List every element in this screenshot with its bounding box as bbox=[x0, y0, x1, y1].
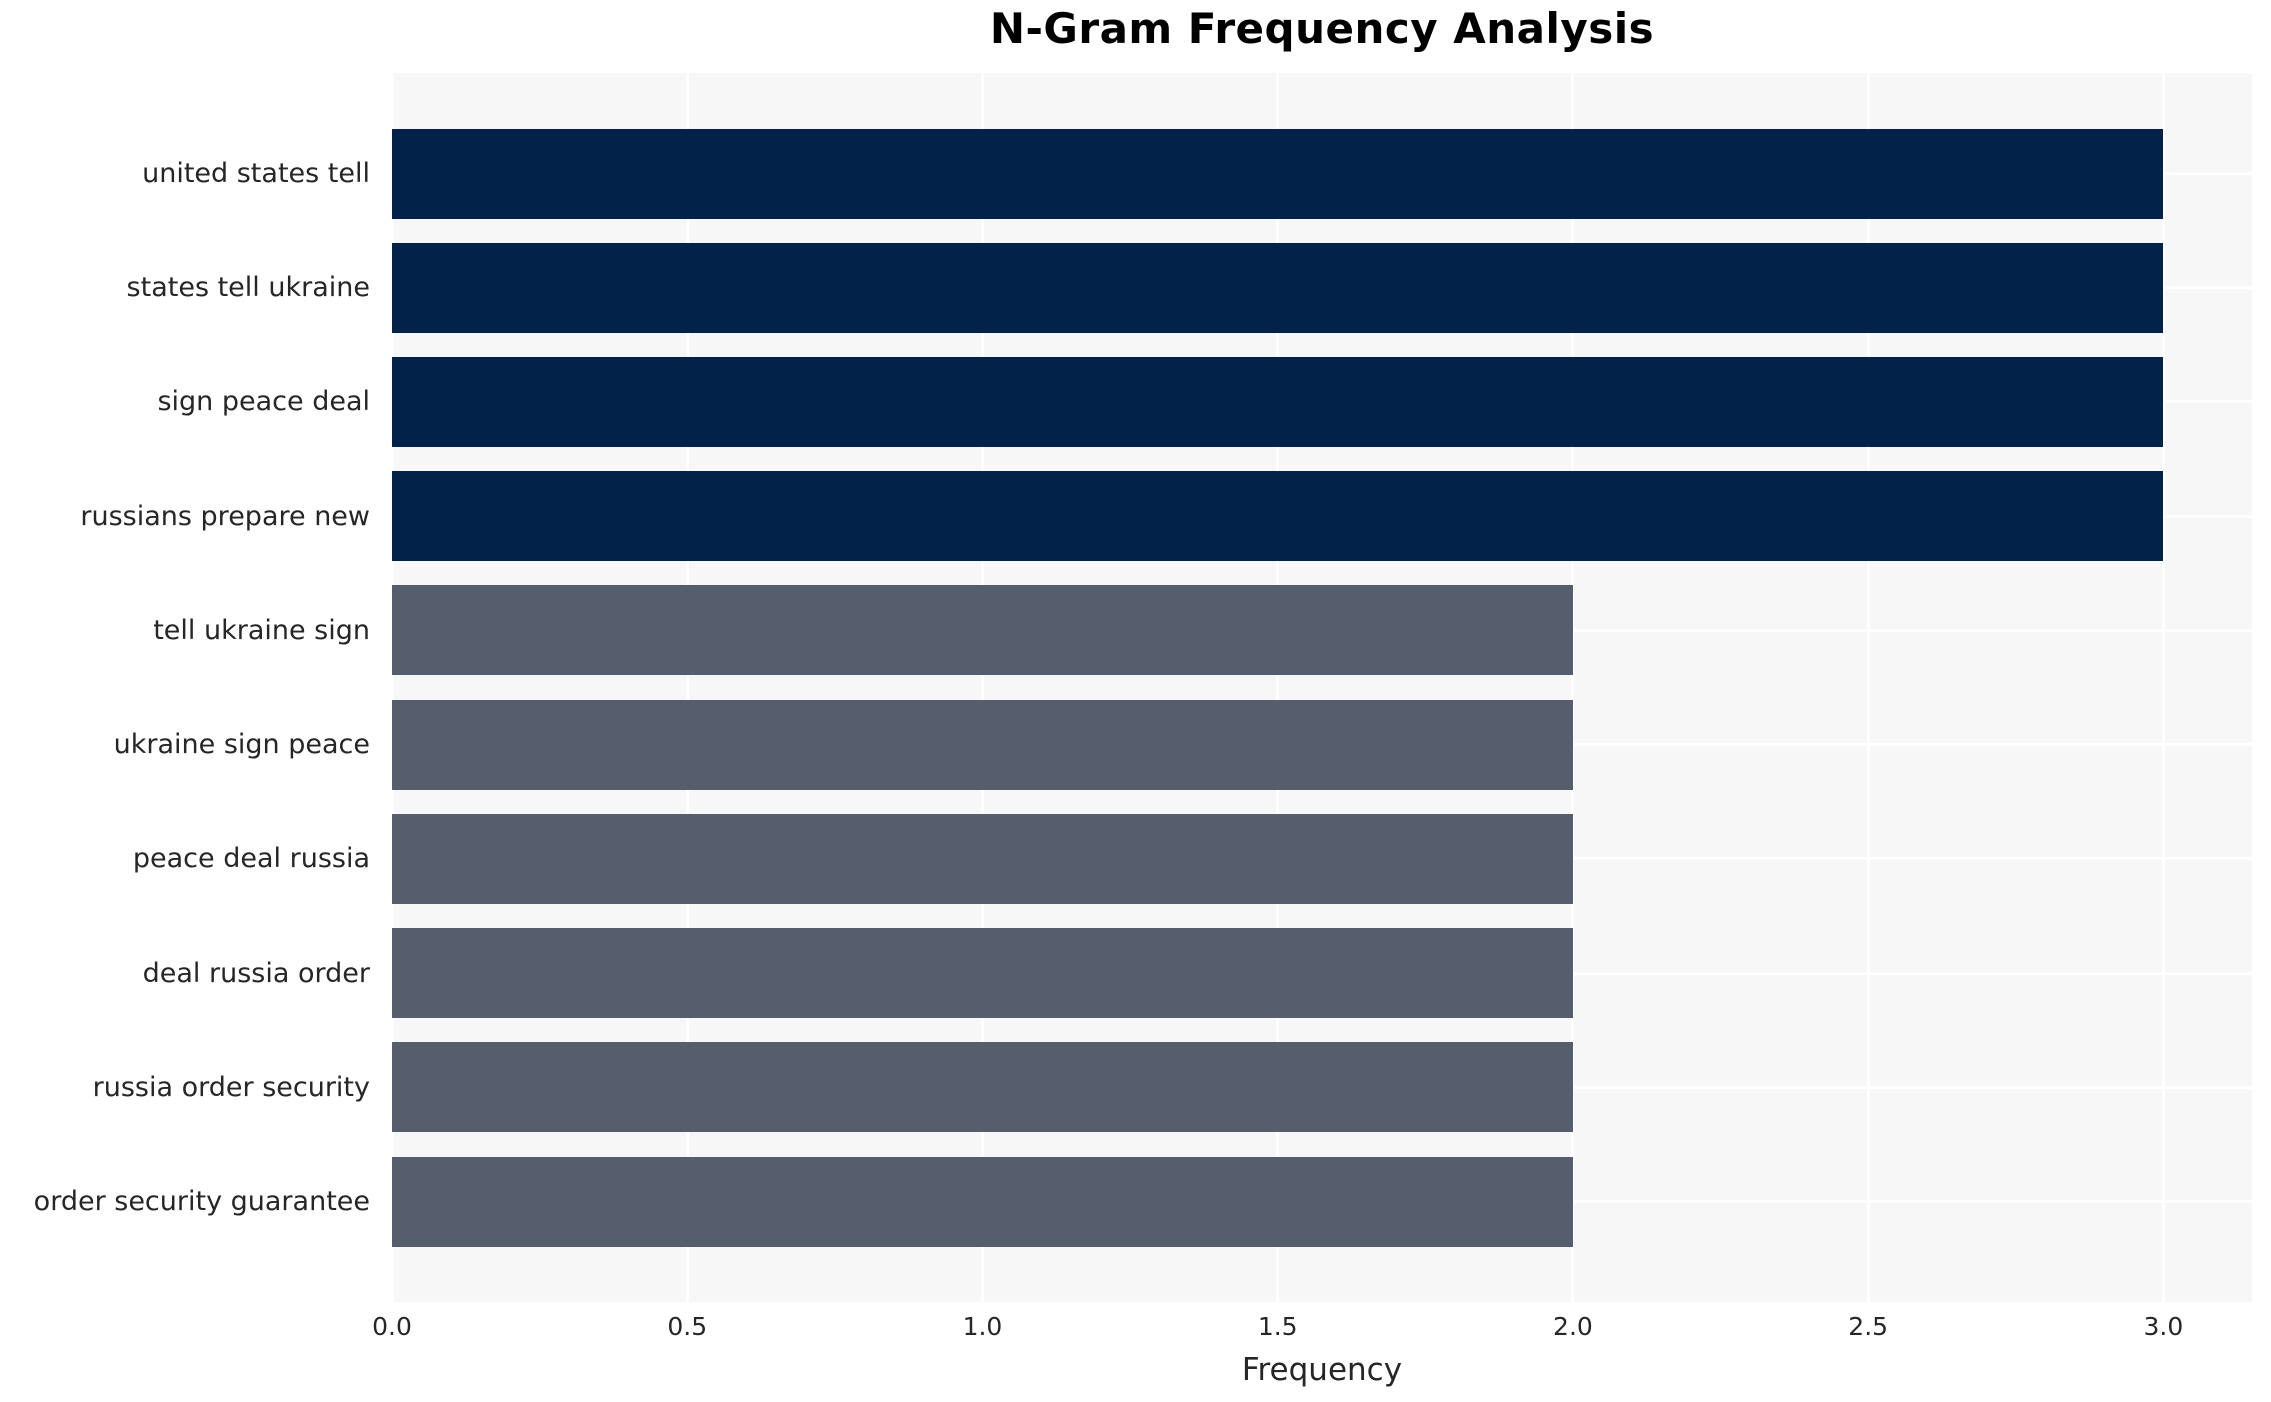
chart-title: N-Gram Frequency Analysis bbox=[989, 4, 1655, 53]
bar-peace-deal-russia bbox=[392, 813, 1573, 904]
x-gridline bbox=[392, 73, 394, 1302]
x-gridline bbox=[1866, 73, 1870, 1302]
x-axis-title: Frequency bbox=[1241, 1352, 1403, 1388]
x-gridline bbox=[1571, 73, 1575, 1302]
x-gridline bbox=[1276, 73, 1280, 1302]
y-tick-label: deal russia order bbox=[142, 957, 370, 989]
y-tick-label: tell ukraine sign bbox=[153, 614, 370, 646]
bar-united-states-tell bbox=[392, 128, 2164, 219]
y-tick-label: russia order security bbox=[92, 1071, 370, 1103]
bar-ukraine-sign-peace bbox=[392, 699, 1573, 790]
bar-order-security-guarantee bbox=[392, 1156, 1573, 1247]
x-tick-label: 0.5 bbox=[667, 1312, 708, 1341]
x-tick-label: 3.0 bbox=[2143, 1312, 2184, 1341]
x-gridline bbox=[2161, 73, 2165, 1302]
y-tick-label: ukraine sign peace bbox=[113, 729, 370, 761]
x-tick-label: 2.5 bbox=[1848, 1312, 1889, 1341]
y-tick-label: peace deal russia bbox=[132, 843, 370, 875]
x-tick-label: 2.0 bbox=[1553, 1312, 1593, 1341]
y-tick-label: states tell ukraine bbox=[126, 272, 370, 304]
bar-russians-prepare-new bbox=[392, 471, 2164, 562]
x-gridline bbox=[980, 73, 984, 1302]
y-tick-label: russians prepare new bbox=[80, 500, 370, 532]
y-tick-label: sign peace deal bbox=[157, 386, 370, 418]
x-tick-label: 1.0 bbox=[962, 1312, 1003, 1341]
bar-deal-russia-order bbox=[392, 928, 1573, 1019]
bar-tell-ukraine-sign bbox=[392, 585, 1573, 676]
bar-russia-order-security bbox=[392, 1042, 1573, 1133]
y-tick-label: order security guarantee bbox=[33, 1186, 370, 1217]
plot-area bbox=[392, 73, 2252, 1302]
x-tick-label: 0.0 bbox=[372, 1312, 412, 1341]
bar-states-tell-ukraine bbox=[392, 242, 2164, 333]
x-gridline bbox=[685, 73, 689, 1302]
x-tick-label: 1.5 bbox=[1257, 1312, 1298, 1341]
bar-sign-peace-deal bbox=[392, 356, 2164, 447]
y-tick-label: united states tell bbox=[142, 158, 370, 189]
